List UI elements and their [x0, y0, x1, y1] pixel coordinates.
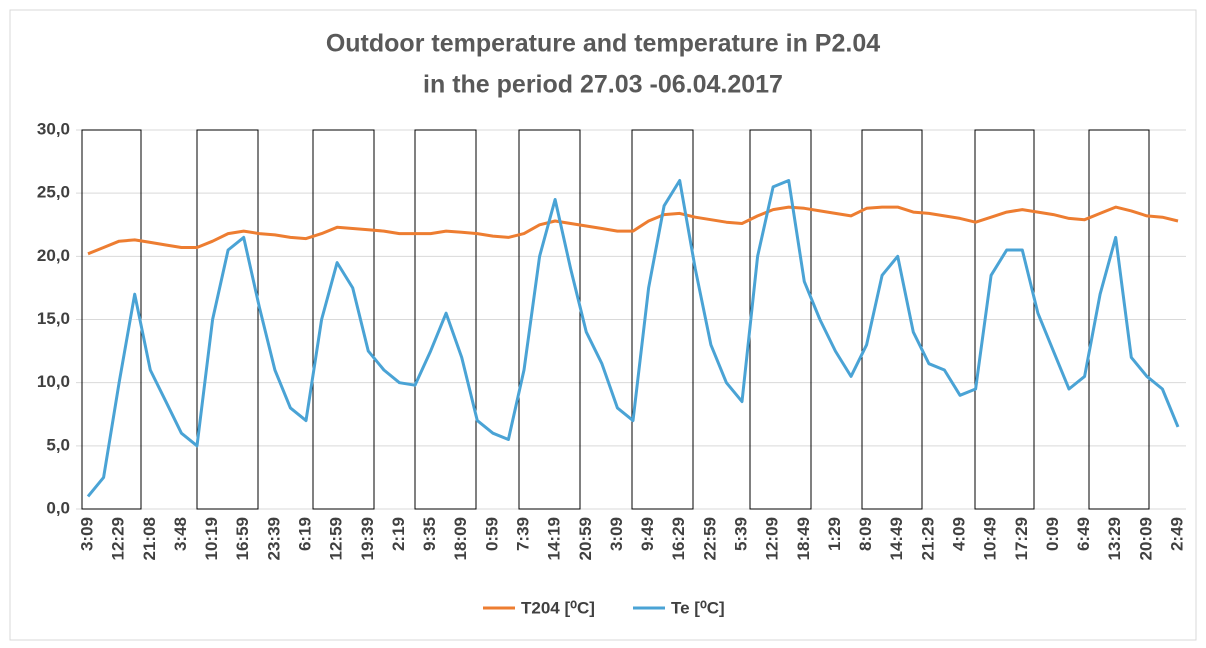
x-tick-label: 17:29	[1012, 517, 1031, 560]
x-tick-label: 4:09	[949, 517, 968, 551]
x-tick-label: 13:29	[1105, 517, 1124, 560]
x-tick-label: 23:39	[264, 517, 283, 560]
x-tick-label: 21:08	[140, 517, 159, 560]
x-tick-label: 20:59	[576, 517, 595, 560]
x-tick-label: 14:49	[887, 517, 906, 560]
legend-label: Te [⁰C]	[671, 598, 725, 617]
x-tick-label: 20:09	[1136, 517, 1155, 560]
y-tick-label: 0,0	[46, 498, 70, 517]
period-box	[631, 129, 694, 510]
y-tick-label: 30,0	[37, 119, 70, 138]
chart-subtitle: in the period 27.03 -06.04.2017	[423, 71, 783, 99]
x-tick-label: 2:19	[389, 517, 408, 551]
legend-label: T204 [⁰C]	[521, 598, 595, 617]
period-box	[861, 129, 923, 510]
y-tick-label: 20,0	[37, 246, 70, 265]
x-tick-label: 3:48	[171, 517, 190, 551]
x-tick-label: 0:59	[482, 517, 501, 551]
x-tick-label: 16:29	[669, 517, 688, 560]
x-tick-label: 1:29	[825, 517, 844, 551]
period-box	[974, 129, 1035, 510]
chart-title: Outdoor temperature and temperature in P…	[326, 30, 880, 58]
x-tick-label: 8:09	[856, 517, 875, 551]
y-tick-label: 25,0	[37, 183, 70, 202]
period-box	[1088, 129, 1150, 510]
period-box	[518, 129, 581, 510]
series-line	[87, 205, 1179, 256]
period-box	[312, 129, 375, 510]
y-tick-label: 10,0	[37, 372, 70, 391]
x-tick-label: 12:59	[327, 517, 346, 560]
x-tick-label: 19:39	[358, 517, 377, 560]
x-tick-label: 7:39	[513, 517, 532, 551]
y-tick-label: 5,0	[46, 435, 70, 454]
x-tick-label: 22:59	[700, 517, 719, 560]
x-tick-label: 3:09	[607, 517, 626, 551]
x-tick-label: 2:49	[1167, 517, 1186, 551]
x-tick-label: 14:19	[545, 517, 564, 560]
series-line	[86, 179, 1180, 498]
x-tick-label: 18:09	[451, 517, 470, 560]
x-tick-label: 9:49	[638, 517, 657, 551]
y-tick-label: 15,0	[37, 309, 70, 328]
x-tick-label: 10:49	[981, 517, 1000, 560]
x-tick-label: 0:09	[1043, 517, 1062, 551]
x-tick-label: 18:49	[794, 517, 813, 560]
x-tick-label: 9:35	[420, 517, 439, 551]
period-box	[414, 129, 477, 510]
x-tick-label: 12:09	[763, 517, 782, 560]
chart-frame	[9, 9, 1197, 641]
x-tick-label: 21:29	[918, 517, 937, 560]
x-tick-label: 6:19	[295, 517, 314, 551]
x-tick-label: 12:29	[109, 517, 128, 560]
x-tick-label: 6:49	[1074, 517, 1093, 551]
x-tick-label: 16:59	[233, 517, 252, 560]
period-box	[196, 129, 259, 510]
x-tick-label: 3:09	[77, 517, 96, 551]
x-tick-label: 5:39	[731, 517, 750, 551]
x-tick-label: 10:19	[202, 517, 221, 560]
